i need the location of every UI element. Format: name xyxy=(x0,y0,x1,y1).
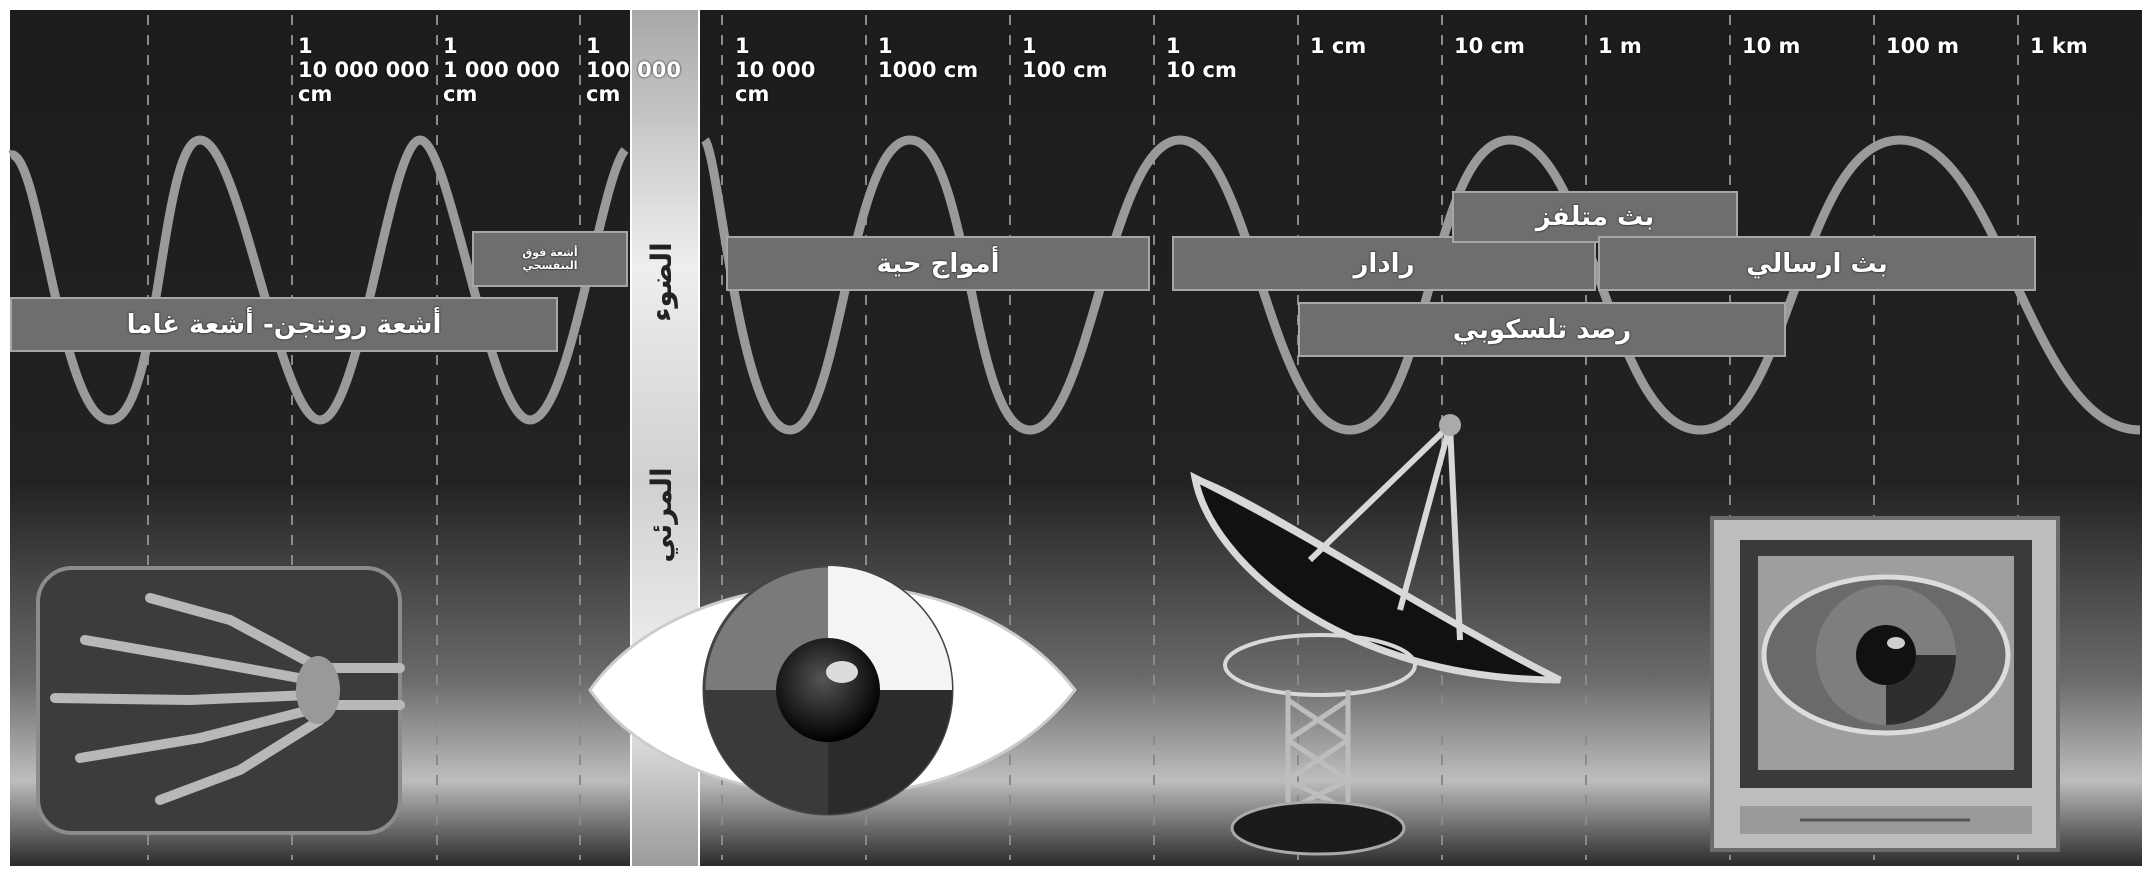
band-radio-astronomy: رصد تلسكوبي xyxy=(1298,302,1786,357)
band-infrared: أمواج حية xyxy=(726,236,1150,291)
tick-label: 1 10 cm xyxy=(1166,34,1237,82)
wave-left xyxy=(8,135,629,425)
strip-label-light: الضوء xyxy=(645,242,678,322)
tick-label: 1 100 cm xyxy=(1022,34,1108,82)
band-radar: رادار xyxy=(1172,236,1596,291)
tick-label: 1 1000 cm xyxy=(878,34,979,82)
xray-hand-illustration xyxy=(36,566,405,835)
television-illustration xyxy=(1710,516,2060,852)
tick-label: 1 km xyxy=(2030,34,2088,58)
band-radio-broadcast: بث ارسالي xyxy=(1598,236,2036,291)
tick-label: 1 m xyxy=(1598,34,1642,58)
satellite-dish-illustration xyxy=(1190,414,1562,856)
band-xray-gamma: أشعة رونتجن- أشعة غاما xyxy=(10,297,558,352)
tick-label: 1 10 000 cm xyxy=(735,34,816,106)
tick-label: 10 m xyxy=(1742,34,1801,58)
tick-label: 1 10 000 000 cm xyxy=(298,34,430,106)
tick-label: 1 1 000 000 cm xyxy=(443,34,560,106)
strip-label-visible: المرئي xyxy=(645,467,678,563)
band-ultraviolet: أشعة فوق البنفسجي xyxy=(472,231,628,287)
tick-label: 100 m xyxy=(1886,34,1960,58)
tick-label: 1 100 000 cm xyxy=(586,34,681,106)
tick-label: 1 cm xyxy=(1310,34,1367,58)
eye-illustration xyxy=(588,564,1077,816)
tick-label: 10 cm xyxy=(1454,34,1525,58)
band-fm-broadcast: بث متلفز xyxy=(1452,191,1738,243)
